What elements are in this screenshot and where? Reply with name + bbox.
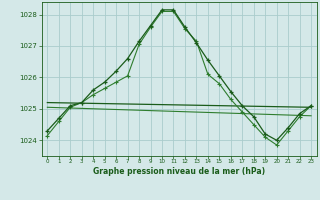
X-axis label: Graphe pression niveau de la mer (hPa): Graphe pression niveau de la mer (hPa)	[93, 167, 265, 176]
